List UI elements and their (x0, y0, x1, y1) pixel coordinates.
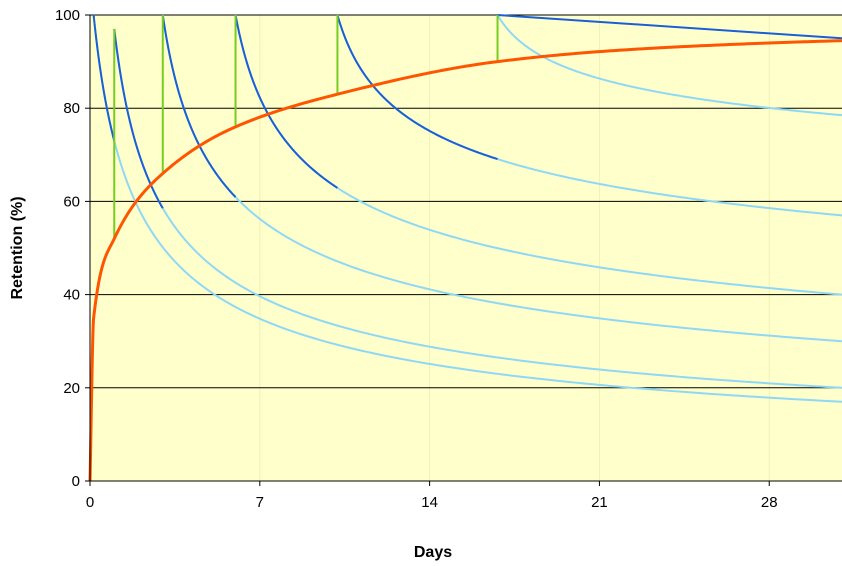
x-tick-label: 14 (421, 494, 438, 511)
x-tick-label: 0 (86, 494, 94, 511)
y-axis-title: Retention (%) (9, 196, 26, 299)
y-tick-label: 20 (63, 380, 80, 397)
active-decay-curve (234, 14, 338, 189)
y-tick-label: 0 (72, 473, 80, 490)
retention-envelope-group (88, 39, 842, 482)
y-tick-labels: 0 20 40 60 80 100 (55, 7, 90, 490)
review-lines (113, 15, 499, 239)
y-tick-label: 100 (55, 7, 80, 24)
x-axis-title: Days (414, 544, 452, 561)
final-decay-segment (497, 14, 842, 40)
axes (89, 15, 842, 482)
x-tick-label: 28 (761, 494, 778, 511)
faded-decay-curve (496, 14, 842, 117)
retention-envelope-line (88, 39, 842, 482)
x-tick-label: 7 (256, 494, 264, 511)
y-tick-label: 60 (63, 193, 80, 210)
y-tick-label: 40 (63, 287, 80, 304)
active-decay-curve (92, 14, 116, 142)
vertical-grid (259, 15, 770, 481)
plot-background (90, 15, 842, 481)
x-tick-labels: 0 7 14 21 28 (86, 481, 778, 511)
x-tick-label: 21 (591, 494, 608, 511)
y-tick-label: 80 (63, 100, 80, 117)
active-decay-curve (161, 14, 237, 198)
